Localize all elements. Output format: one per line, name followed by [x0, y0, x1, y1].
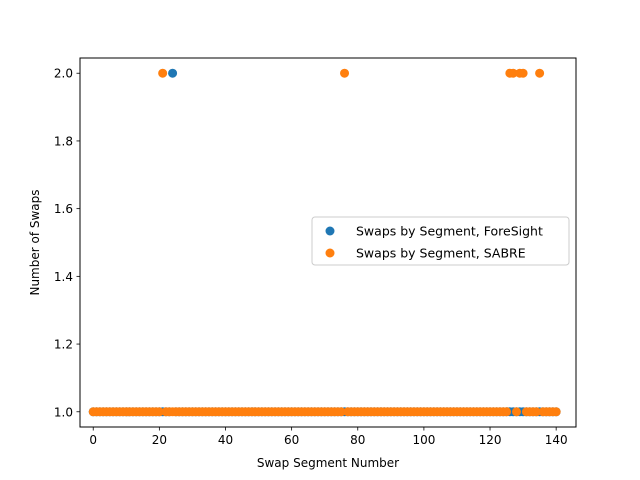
legend-box: [311, 216, 570, 266]
legend: Swaps by Segment, ForeSight Swaps by Seg…: [311, 216, 570, 266]
y-tick-label: 1.4: [54, 270, 73, 284]
data-point-sabre-128: [511, 407, 521, 417]
legend-label-sabre: Swaps by Segment, SABRE: [356, 246, 526, 261]
data-point-sabre-125: [502, 407, 512, 417]
data-point-sabre-130: [518, 68, 528, 78]
data-point-sabre-134: [531, 407, 541, 417]
y-axis-ticks: 1.0 1.2 1.4 1.6 1.8 2.0: [54, 67, 80, 419]
y-tick-label: 1.8: [54, 134, 73, 148]
data-point-sabre-21: [158, 68, 168, 78]
x-axis-ticks: 0 20 40 60 80 100 120 140: [89, 427, 568, 447]
y-tick-label: 1.6: [54, 202, 73, 216]
data-points: [88, 68, 561, 417]
data-point-sabre-135: [535, 68, 545, 78]
x-tick-label: 0: [89, 433, 97, 447]
x-tick-label: 80: [350, 433, 365, 447]
data-point-sabre-76: [340, 68, 350, 78]
y-tick-label: 1.2: [54, 338, 73, 352]
x-tick-label: 140: [545, 433, 568, 447]
data-point-sabre-75: [336, 407, 346, 417]
x-tick-label: 120: [479, 433, 502, 447]
x-axis-label: Swap Segment Number: [257, 456, 399, 470]
data-point-sabre-127: [508, 68, 518, 78]
x-tick-label: 40: [218, 433, 233, 447]
legend-marker-foresight: [325, 226, 335, 236]
plot-frame: [79, 57, 577, 428]
legend-marker-sabre: [325, 248, 335, 258]
data-point-sabre-20: [154, 407, 164, 417]
data-point-foresight-24: [168, 68, 178, 78]
y-axis-label: Number of Swaps: [28, 189, 42, 295]
x-tick-label: 100: [412, 433, 435, 447]
y-tick-label: 1.0: [54, 405, 73, 419]
legend-label-foresight: Swaps by Segment, ForeSight: [356, 224, 543, 239]
y-tick-label: 2.0: [54, 67, 73, 81]
x-tick-label: 60: [284, 433, 299, 447]
x-tick-label: 20: [152, 433, 167, 447]
data-point-sabre-140: [551, 407, 561, 417]
